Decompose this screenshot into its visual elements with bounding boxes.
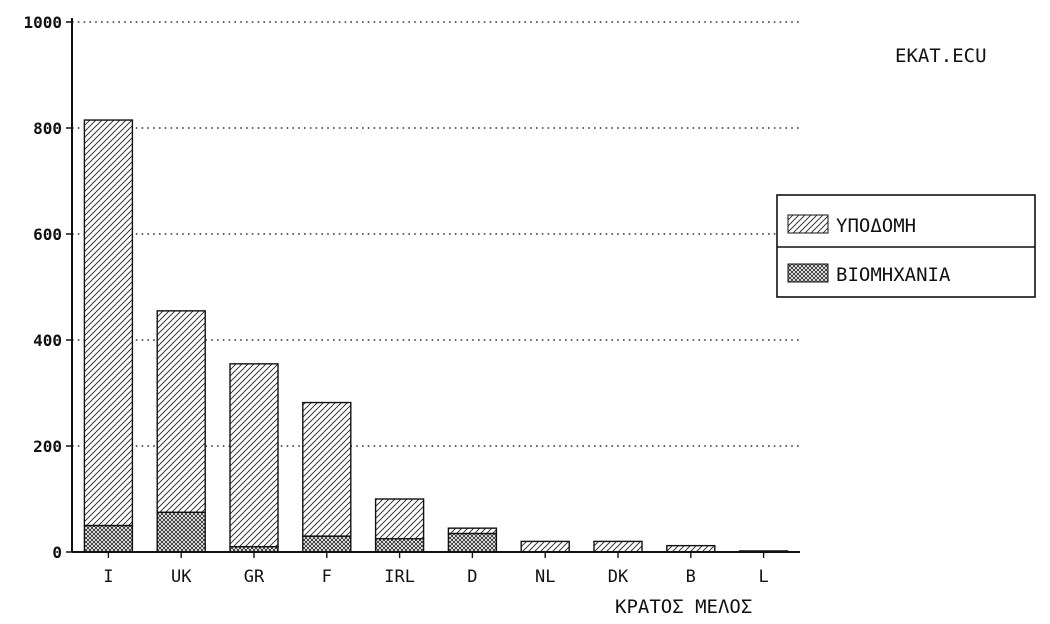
bar-f-series-0 bbox=[302, 535, 352, 553]
y-tick-label-200: 200 bbox=[33, 437, 62, 456]
y-tick-labels: 0 200 400 600 800 1000 bbox=[23, 13, 62, 562]
y-tick-label-1000: 1000 bbox=[23, 13, 62, 32]
x-tick-label-l: L bbox=[758, 567, 768, 587]
bar-i-series-0 bbox=[83, 524, 134, 553]
legend-label-industry: ΒΙΟΜΗΧΑΝΙΑ bbox=[836, 264, 951, 286]
x-tick-label-b: B bbox=[686, 567, 696, 587]
x-tick-label-irl: IRL bbox=[384, 567, 415, 587]
x-tick-label-uk: UK bbox=[171, 567, 192, 587]
bar-irl-series-1 bbox=[374, 498, 425, 540]
unit-label: EKAT.ECU bbox=[895, 45, 987, 67]
bar-gr-series-1 bbox=[229, 363, 279, 548]
bar-uk-series-0 bbox=[156, 511, 206, 553]
bar-nl-series-1 bbox=[520, 540, 570, 553]
x-tick-label-i: I bbox=[103, 567, 113, 587]
y-tick-label-600: 600 bbox=[33, 225, 62, 244]
x-tick-label-f: F bbox=[322, 567, 332, 587]
legend-label-infrastructure: ΥΠΟΔΟΜΗ bbox=[836, 215, 916, 237]
bar-d-series-0 bbox=[447, 532, 498, 553]
bars bbox=[83, 119, 789, 553]
y-tick-label-800: 800 bbox=[33, 119, 62, 138]
legend-swatch-industry bbox=[787, 263, 829, 283]
bar-dk-series-1 bbox=[593, 540, 643, 553]
bar-d-series-1 bbox=[447, 527, 498, 535]
legend-swatch-infrastructure bbox=[787, 214, 829, 234]
bar-irl-series-0 bbox=[374, 538, 425, 553]
y-tick-label-400: 400 bbox=[33, 331, 62, 350]
x-tick-labels: I UK GR F IRL D NL DK B L bbox=[103, 552, 769, 587]
x-tick-label-nl: NL bbox=[535, 567, 555, 587]
bar-i-series-1 bbox=[83, 119, 134, 527]
bar-uk-series-1 bbox=[156, 310, 206, 513]
x-tick-label-d: D bbox=[467, 567, 477, 587]
bar-f-series-1 bbox=[302, 401, 352, 537]
x-tick-label-dk: DK bbox=[608, 567, 629, 587]
x-tick-label-gr: GR bbox=[244, 567, 265, 587]
legend: ΥΠΟΔΟΜΗ ΒΙΟΜΗΧΑΝΙΑ bbox=[776, 194, 1036, 298]
y-tick-label-0: 0 bbox=[52, 543, 62, 562]
x-axis-title: ΚΡΑΤΟΣ ΜΕΛΟΣ bbox=[615, 596, 752, 618]
axes bbox=[71, 18, 800, 553]
